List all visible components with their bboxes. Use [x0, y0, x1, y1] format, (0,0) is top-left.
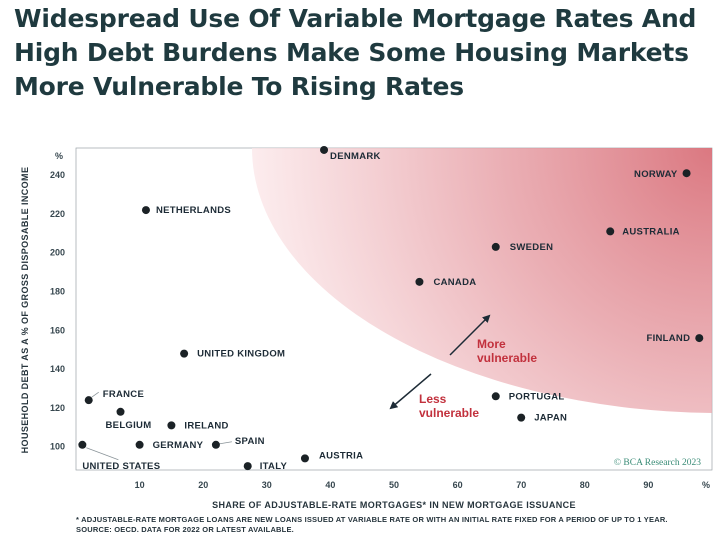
point-label-austria: AUSTRIA — [319, 450, 363, 461]
footnote-source: SOURCE: OECD. DATA FOR 2022 OR LATEST AV… — [76, 524, 294, 534]
x-axis-title: SHARE OF ADJUSTABLE-RATE MORTGAGES* IN N… — [212, 500, 576, 510]
point-label-united-kingdom: UNITED KINGDOM — [197, 349, 285, 360]
point-australia — [606, 227, 615, 236]
y-tick-label: 180 — [50, 287, 65, 297]
more-vulnerable-line-2: vulnerable — [477, 351, 537, 365]
point-sweden — [491, 242, 500, 251]
point-labels: DENMARK NORWAY NETHERLANDS AUSTRALIA SWEDEN C… — [82, 151, 690, 472]
title-line-3: More Vulnerable To Rising Rates — [14, 72, 464, 101]
point-france — [84, 396, 93, 405]
less-vulnerable-line-1: Less — [419, 392, 447, 406]
x-tick-label: 80 — [580, 480, 590, 490]
x-axis-ticks: 10 20 30 40 50 60 70 80 90 — [135, 480, 654, 490]
x-tick-label: 10 — [135, 480, 145, 490]
point-label-ireland: IRELAND — [184, 420, 228, 431]
x-tick-label: 70 — [516, 480, 526, 490]
y-tick-label: 240 — [50, 170, 65, 180]
point-label-portugal: PORTUGAL — [509, 391, 565, 402]
y-tick-label: 220 — [50, 209, 65, 219]
chart-title: Widespread Use Of Variable Mortgage Rate… — [14, 2, 714, 104]
x-tick-label: 30 — [262, 480, 272, 490]
point-label-france: FRANCE — [103, 389, 144, 400]
point-label-canada: CANADA — [433, 277, 476, 288]
leader-line-united-states — [86, 447, 119, 461]
data-points — [78, 145, 704, 471]
x-tick-label: 60 — [453, 480, 463, 490]
point-label-belgium: BELGIUM — [106, 420, 152, 431]
y-axis-title: HOUSEHOLD DEBT AS A % OF GROSS DISPOSABL… — [20, 167, 30, 454]
y-axis-ticks: 100 120 140 160 180 200 220 240 — [50, 170, 65, 452]
point-united-states — [78, 440, 87, 449]
leader-line-france — [91, 391, 99, 398]
point-united-kingdom — [180, 349, 189, 358]
y-tick-label: 140 — [50, 364, 65, 374]
point-label-united-states: UNITED STATES — [82, 461, 160, 472]
less-vulnerable-arrow — [389, 373, 432, 410]
vulnerability-zone-group — [251, 148, 712, 413]
point-italy — [243, 462, 252, 471]
x-unit-label: % — [702, 480, 710, 490]
point-label-italy: ITALY — [260, 461, 288, 472]
x-tick-label: 50 — [389, 480, 399, 490]
point-japan — [517, 413, 526, 422]
point-netherlands — [141, 206, 150, 215]
point-belgium — [116, 407, 125, 416]
x-tick-label: 90 — [643, 480, 653, 490]
scatter-chart: 100 120 140 160 180 200 220 240 10 20 30 40 50 60 70 8… — [20, 145, 713, 510]
point-label-spain: SPAIN — [235, 436, 265, 447]
y-tick-label: 160 — [50, 325, 65, 335]
footnote-arm-definition: * ADJUSTABLE-RATE MORTGAGE LOANS ARE NEW… — [76, 515, 668, 524]
point-norway — [682, 169, 691, 178]
x-tick-label: 40 — [325, 480, 335, 490]
y-tick-label: 200 — [50, 248, 65, 258]
source-credit: © BCA Research 2023 — [614, 457, 701, 468]
point-austria — [300, 454, 309, 463]
point-denmark — [320, 145, 329, 154]
point-label-netherlands: NETHERLANDS — [156, 205, 231, 216]
y-tick-label: 100 — [50, 442, 65, 452]
point-label-finland: FINLAND — [646, 333, 690, 344]
point-label-denmark: DENMARK — [330, 151, 381, 162]
point-label-germany: GERMANY — [153, 440, 204, 451]
footnotes: * ADJUSTABLE-RATE MORTGAGE LOANS ARE NEW… — [76, 515, 668, 535]
point-spain — [211, 440, 220, 449]
more-vulnerable-line-1: More — [477, 337, 506, 351]
title-line-1: Widespread Use Of Variable Mortgage Rate… — [14, 4, 697, 33]
point-ireland — [167, 421, 176, 430]
point-label-sweden: SWEDEN — [510, 242, 554, 253]
label-leaders — [86, 391, 232, 461]
more-vulnerable-arrow — [449, 314, 491, 356]
point-label-japan: JAPAN — [534, 413, 567, 424]
vulnerability-zone — [251, 148, 712, 413]
x-tick-label: 20 — [198, 480, 208, 490]
point-portugal — [491, 392, 500, 401]
less-vulnerable-line-2: vulnerable — [419, 406, 479, 420]
point-finland — [695, 334, 704, 343]
y-unit-label: % — [55, 151, 63, 161]
point-label-norway: NORWAY — [634, 169, 678, 180]
point-label-australia: AUSTRALIA — [622, 226, 680, 237]
leader-line-spain — [219, 441, 232, 445]
y-tick-label: 120 — [50, 403, 65, 413]
point-germany — [135, 440, 144, 449]
point-canada — [415, 277, 424, 286]
title-line-2: High Debt Burdens Make Some Housing Mark… — [14, 38, 689, 67]
